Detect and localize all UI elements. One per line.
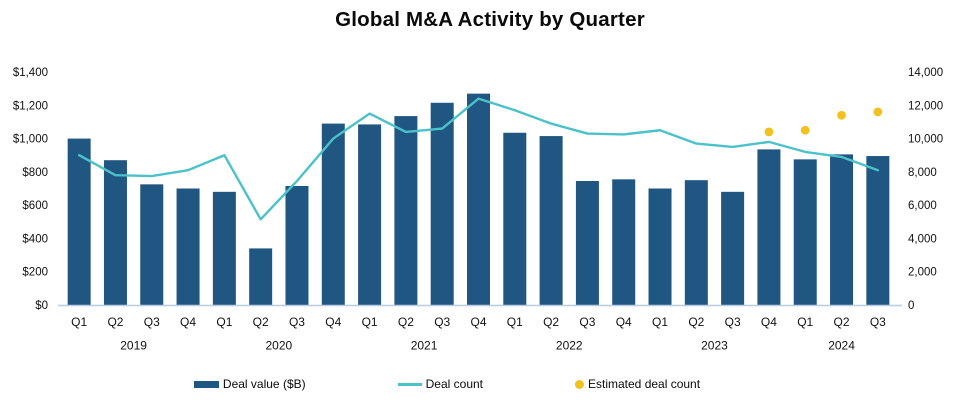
year-label: 2020 [265,339,292,353]
deal-value-bar [721,191,745,305]
deal-value-bar [140,184,164,305]
left-axis-tick: $800 [22,167,48,179]
quarter-tick-label: Q4 [616,315,632,329]
left-axis-tick: $1,000 [13,134,48,146]
legend-label-deal-count: Deal count [425,377,483,391]
deal-value-bar [176,188,200,305]
quarter-tick-label: Q4 [180,315,196,329]
chart-title: Global M&A Activity by Quarter [335,8,645,31]
dot-swatch-icon [575,379,584,389]
quarter-tick-label: Q2 [398,315,414,329]
deal-value-bar [575,181,599,305]
deal-value-bar [467,93,490,305]
estimated-deal-count-dot [837,110,846,120]
deal-value-bar [249,248,273,305]
left-axis-tick: $0 [35,300,48,312]
left-axis-tick: $400 [22,233,48,245]
deal-value-bar [394,116,418,305]
quarter-tick-label: Q1 [797,315,813,329]
quarter-tick-label: Q1 [216,315,232,329]
quarter-tick-label: Q3 [144,315,160,329]
right-axis-tick: 2,000 [908,267,937,279]
quarter-tick-label: Q2 [253,315,269,329]
year-label: 2019 [120,339,147,353]
quarter-tick-label: Q2 [688,315,704,329]
quarter-tick-label: Q1 [652,315,668,329]
right-axis-tick: 10,000 [908,134,943,146]
left-axis-tick: $600 [22,200,48,212]
quarter-tick-label: Q3 [289,315,305,329]
quarter-tick-label: Q4 [761,315,777,329]
year-label: 2021 [411,339,438,353]
quarter-tick-label: Q4 [325,315,341,329]
deal-value-bar [503,132,527,305]
deal-value-bar [757,149,781,305]
estimated-deal-count-dot [800,125,810,135]
deal-value-bar [793,159,817,305]
right-axis-tick: 14,000 [908,67,943,79]
right-axis-tick: 12,000 [908,100,943,112]
bar-swatch-icon [193,380,219,388]
right-axis-tick: 8,000 [908,167,937,179]
left-axis-tick: $200 [22,267,48,279]
deal-value-bar [684,180,708,305]
quarter-tick-label: Q3 [725,315,741,329]
legend-item-deal-count: Deal count [397,377,483,391]
quarter-tick-label: Q1 [507,315,523,329]
quarter-tick-label: Q2 [107,315,123,329]
quarter-tick-label: Q3 [870,315,886,329]
deal-value-bar [612,179,636,305]
quarter-tick-label: Q1 [362,315,378,329]
deal-value-bar [866,156,890,305]
legend-label-deal-value: Deal value ($B) [222,377,306,391]
deal-value-bar [539,136,563,305]
deal-value-bar [648,188,672,305]
right-axis-tick: 0 [908,300,914,312]
quarter-tick-label: Q3 [579,315,595,329]
year-label: 2024 [828,339,855,353]
deal-count-line [77,97,880,221]
deal-value-bar [430,102,454,306]
quarter-tick-label: Q4 [470,315,486,329]
quarter-tick-label: Q2 [834,315,850,329]
deal-value-bar [285,186,309,305]
deal-value-bar [103,160,127,305]
estimated-deal-count-dot [873,107,883,117]
legend-label-estimated-deal-count: Estimated deal count [588,377,701,391]
chart-legend: Deal value ($B) Deal count Estimated dea… [0,377,937,391]
line-swatch-icon [397,382,422,386]
right-axis-tick: 6,000 [908,200,937,212]
deal-value-bar [321,123,345,305]
right-axis-tick: 4,000 [908,233,937,245]
legend-item-estimated-deal-count: Estimated deal count [575,377,700,391]
quarter-tick-label: Q2 [543,315,559,329]
chart-plot-area: $1,400 $1,200 $1,000 $800 $600 $400 $200 $0 14,0… [13,67,943,353]
quarter-tick-label: Q1 [71,315,87,329]
legend-item-deal-value: Deal value ($B) [193,377,306,391]
estimated-deal-count-dot [764,127,774,137]
deal-value-bar [358,124,382,305]
year-label: 2022 [556,339,583,353]
year-label: 2023 [701,339,728,353]
left-axis-tick: $1,400 [13,67,48,79]
deal-value-bar [67,138,91,305]
deal-value-bar [830,154,854,305]
deal-value-bar [212,191,236,305]
quarter-tick-label: Q3 [434,315,450,329]
left-axis-tick: $1,200 [13,100,48,112]
